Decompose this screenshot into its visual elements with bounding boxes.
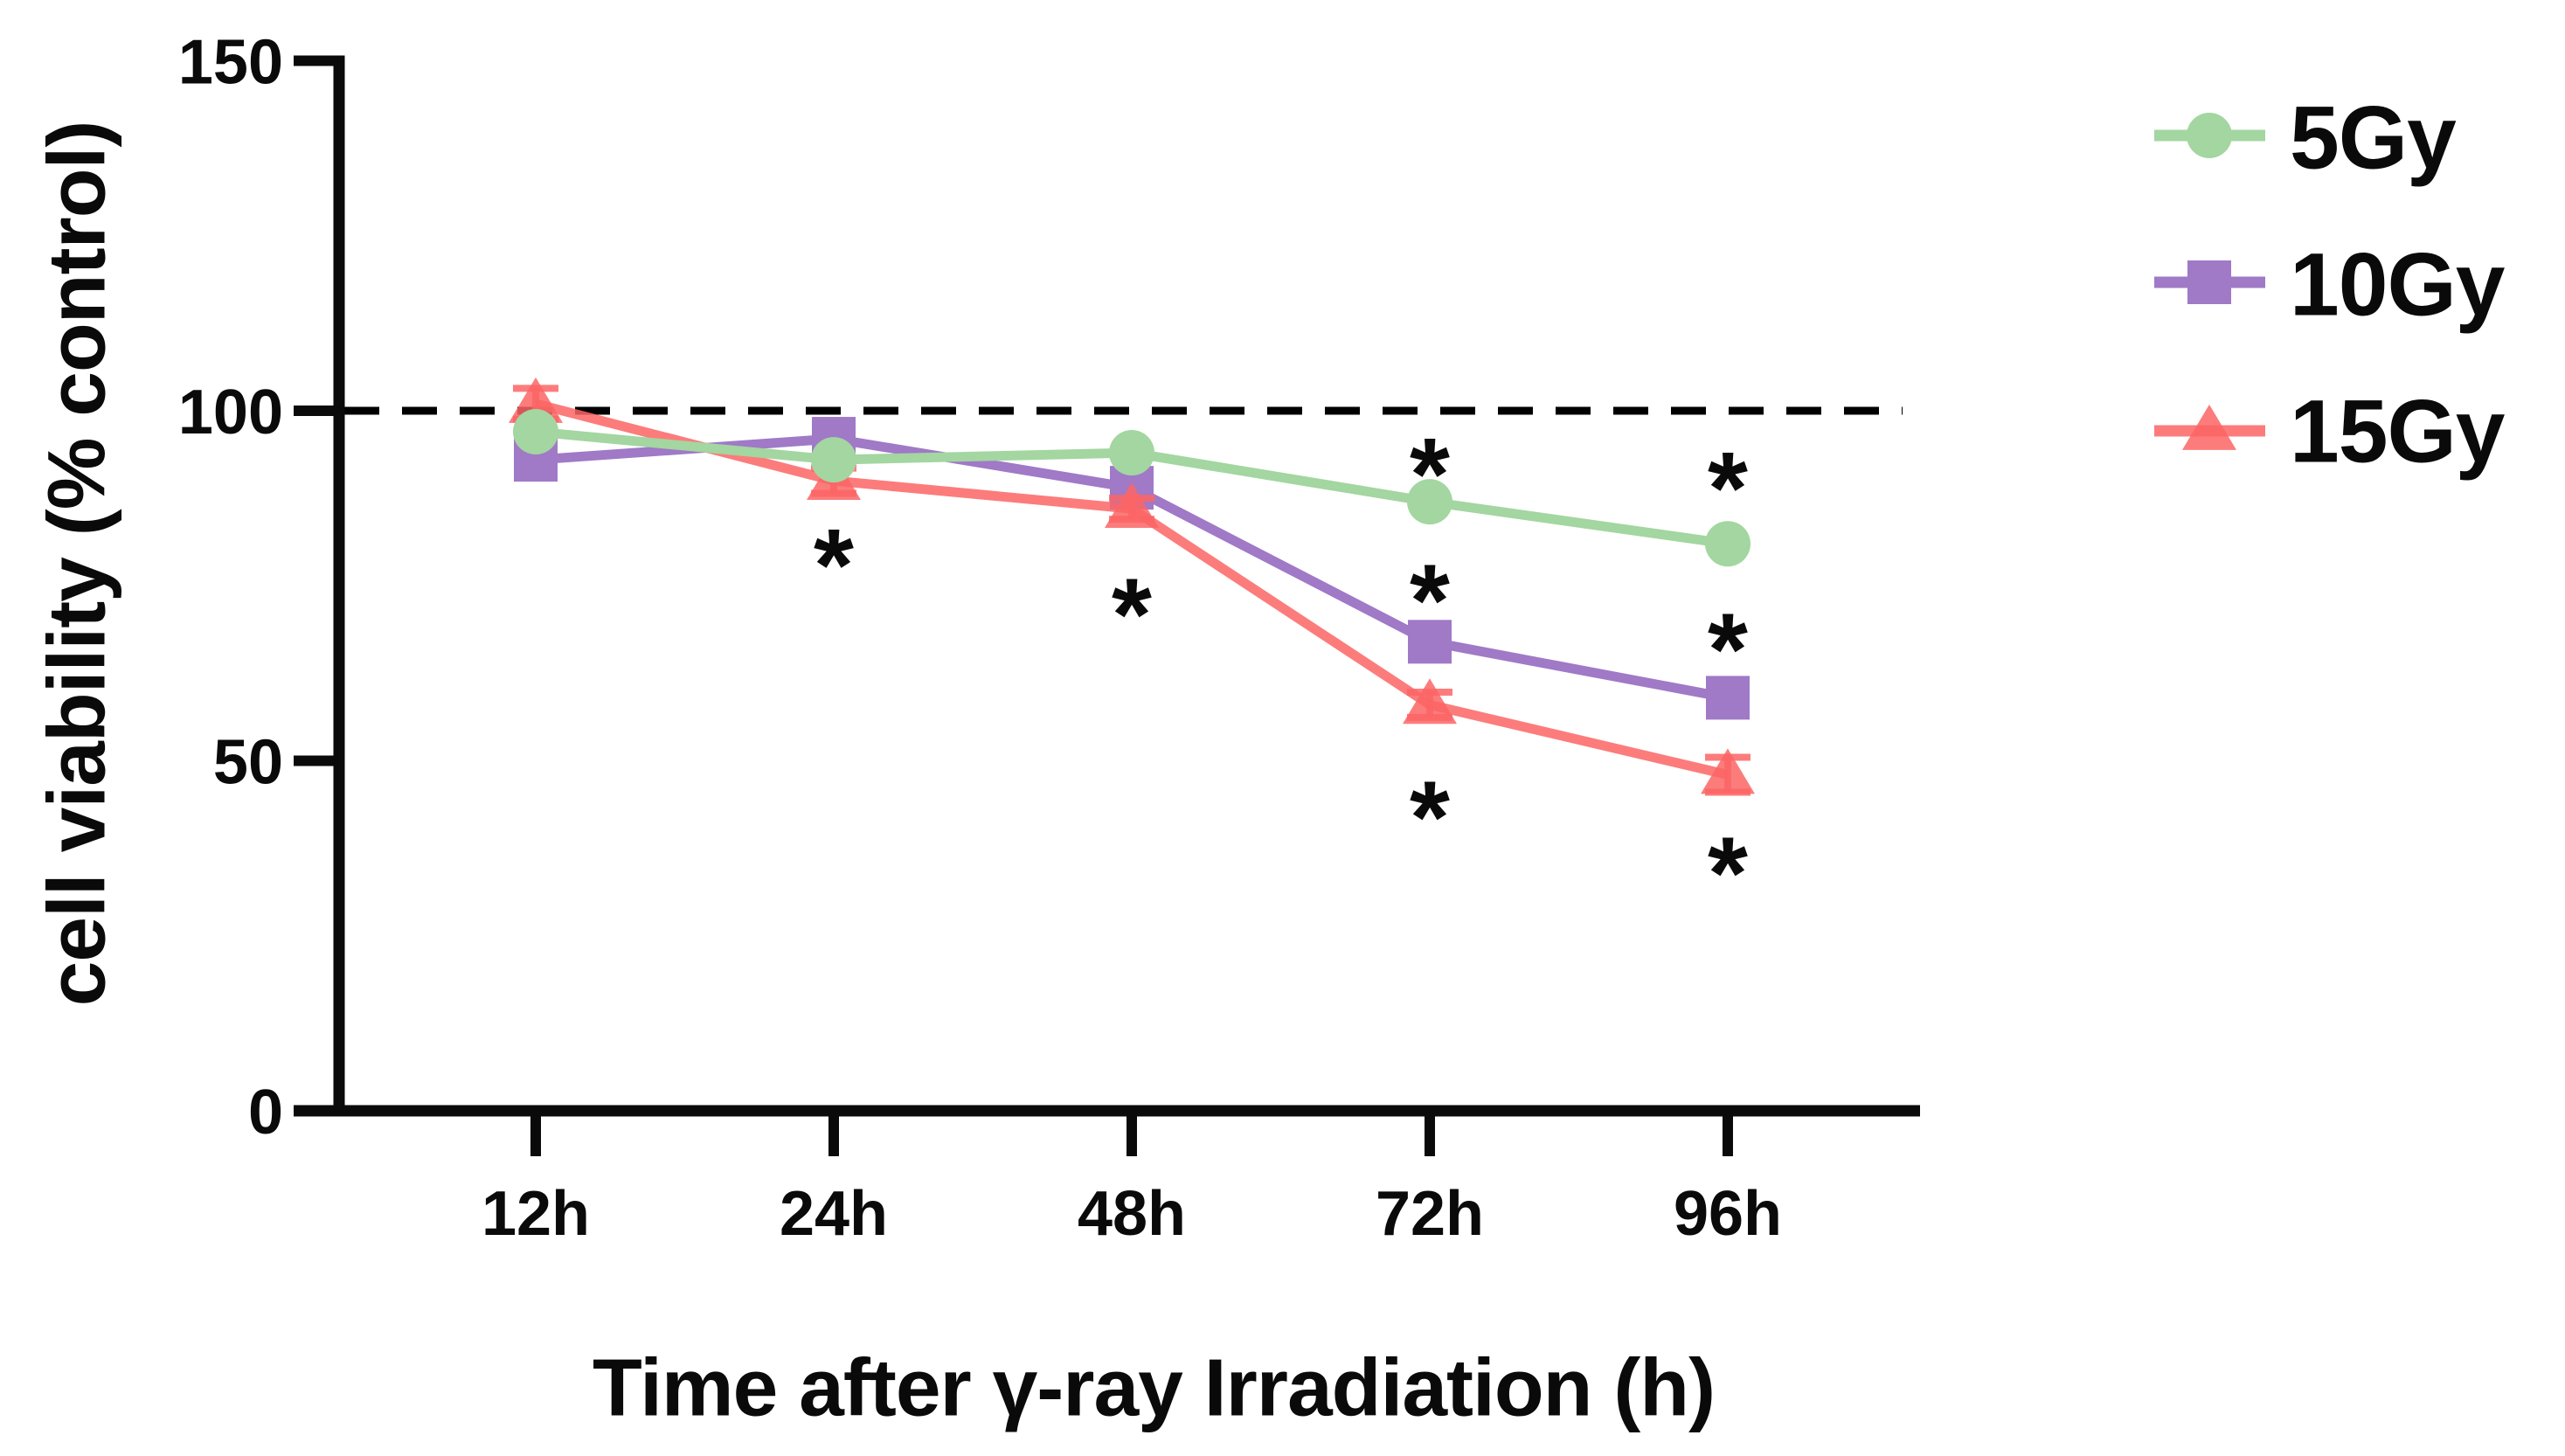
marker-5Gy-12h: [513, 409, 558, 455]
x-tick-label: 48h: [1078, 1179, 1186, 1249]
significance-asterisk: *: [1410, 760, 1450, 876]
significance-asterisk: *: [1112, 557, 1152, 672]
x-tick-label: 96h: [1674, 1179, 1782, 1249]
marker-15Gy-12h: [509, 377, 563, 423]
significance-asterisk: *: [1708, 816, 1748, 932]
significance-asterisk: *: [814, 508, 854, 623]
x-axis-title: Time after γ-ray Irradiation (h): [592, 1342, 1716, 1433]
y-tick-label: 150: [178, 28, 283, 98]
marker-5Gy-72h: [1407, 479, 1452, 525]
marker-15Gy-72h: [1403, 678, 1457, 725]
significance-asterisk: *: [1708, 592, 1748, 707]
marker-15Gy-48h: [1105, 482, 1159, 528]
marker-15Gy-96h: [1701, 748, 1755, 794]
legend-marker-triangle-15Gy: [2182, 404, 2236, 450]
marker-10Gy-72h: [1408, 620, 1452, 664]
x-tick-label: 72h: [1376, 1179, 1484, 1249]
significance-asterisk: *: [1708, 431, 1748, 546]
marker-10Gy-96h: [1706, 676, 1750, 720]
marker-5Gy-24h: [811, 437, 856, 483]
y-tick-label: 100: [178, 378, 283, 447]
legend-label-15gy: 15Gy: [2290, 381, 2506, 482]
y-tick-label: 50: [213, 728, 283, 798]
marker-5Gy-96h: [1705, 521, 1750, 567]
legend-label-5gy: 5Gy: [2290, 87, 2457, 188]
marker-5Gy-48h: [1109, 430, 1154, 476]
legend-marker-circle-5Gy: [2187, 113, 2232, 158]
y-tick-label: 0: [248, 1078, 283, 1147]
x-tick-label: 24h: [780, 1179, 888, 1249]
legend-marker-square-10Gy: [2187, 260, 2231, 304]
significance-asterisk: *: [1410, 543, 1450, 658]
legend-label-10gy: 10Gy: [2290, 234, 2506, 335]
y-axis-title: cell viability (% control): [31, 121, 122, 1007]
x-tick-label: 12h: [482, 1179, 590, 1249]
significance-asterisk: *: [1410, 417, 1450, 532]
